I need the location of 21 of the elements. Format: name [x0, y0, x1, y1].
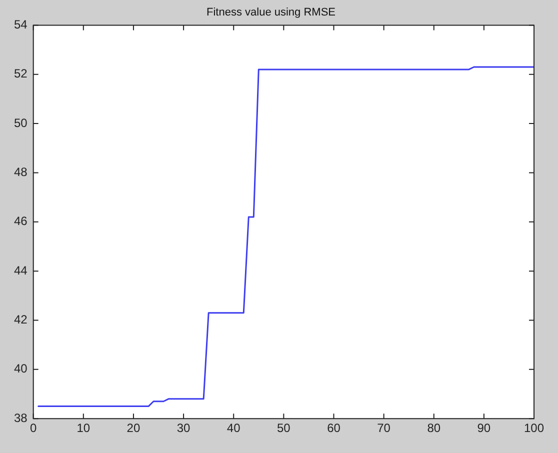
x-tick-label: 40 — [226, 421, 241, 436]
y-tick-label: 38 — [14, 410, 28, 425]
y-tick-label: 46 — [14, 214, 28, 228]
y-tick-label: 44 — [14, 263, 28, 278]
x-tick-label: 60 — [327, 421, 341, 436]
y-tick-label: 40 — [14, 362, 28, 376]
x-tick-label: 0 — [30, 421, 38, 436]
y-tick-label: 42 — [14, 312, 28, 327]
x-tick-label: 50 — [276, 421, 291, 436]
x-tick-label: 70 — [377, 421, 391, 436]
x-tick-label: 30 — [176, 421, 191, 436]
y-tick-label: 54 — [14, 18, 28, 32]
chart-title: Fitness value using RMSE — [206, 6, 336, 19]
x-tick-label: 100 — [524, 421, 544, 436]
x-tick-label: 10 — [76, 421, 90, 436]
y-tick-label: 50 — [14, 116, 28, 130]
x-tick-label: 90 — [477, 421, 491, 436]
x-tick-label: 20 — [126, 421, 140, 436]
y-tick-label: 48 — [14, 165, 28, 180]
y-tick-label: 52 — [14, 66, 28, 81]
x-tick-label: 80 — [427, 421, 441, 436]
